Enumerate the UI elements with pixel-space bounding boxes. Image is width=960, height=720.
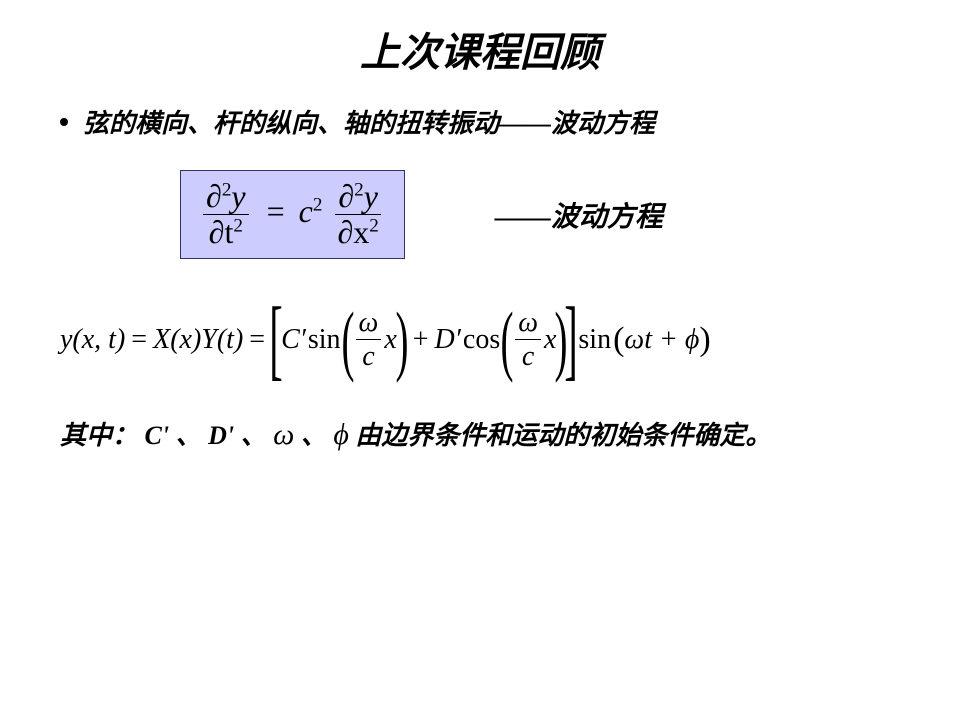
solution-phase: ωt + ϕ <box>624 324 699 356</box>
solution-lhs: y(x, t) <box>60 324 125 356</box>
footer-note: 其中： C' 、 D' 、 ω 、 ϕ 由边界条件和运动的初始条件确定。 <box>60 415 920 452</box>
slide: 上次课程回顾 弦的横向、杆的纵向、轴的扭转振动——波动方程 ∂2y ∂t2 = … <box>0 0 960 720</box>
bullet-icon <box>60 118 68 126</box>
solution-separation: X(x)Y(t) <box>153 324 243 356</box>
wave-equation-row: ∂2y ∂t2 = c2 ∂2y ∂x2 ——波动方程 <box>180 170 920 259</box>
solution-equation: y(x, t) = X(x)Y(t) = [ C′ sin ( ω c x ) … <box>60 299 920 380</box>
slide-title: 上次课程回顾 <box>40 20 920 78</box>
bullet-text: 弦的横向、杆的纵向、轴的扭转振动——波动方程 <box>83 103 655 140</box>
wave-equation: ∂2y ∂t2 = c2 ∂2y ∂x2 <box>199 179 386 250</box>
bullet-row: 弦的横向、杆的纵向、轴的扭转振动——波动方程 <box>60 103 920 140</box>
wave-equation-label: ——波动方程 <box>495 195 663 235</box>
wave-equation-box: ∂2y ∂t2 = c2 ∂2y ∂x2 <box>180 170 405 259</box>
